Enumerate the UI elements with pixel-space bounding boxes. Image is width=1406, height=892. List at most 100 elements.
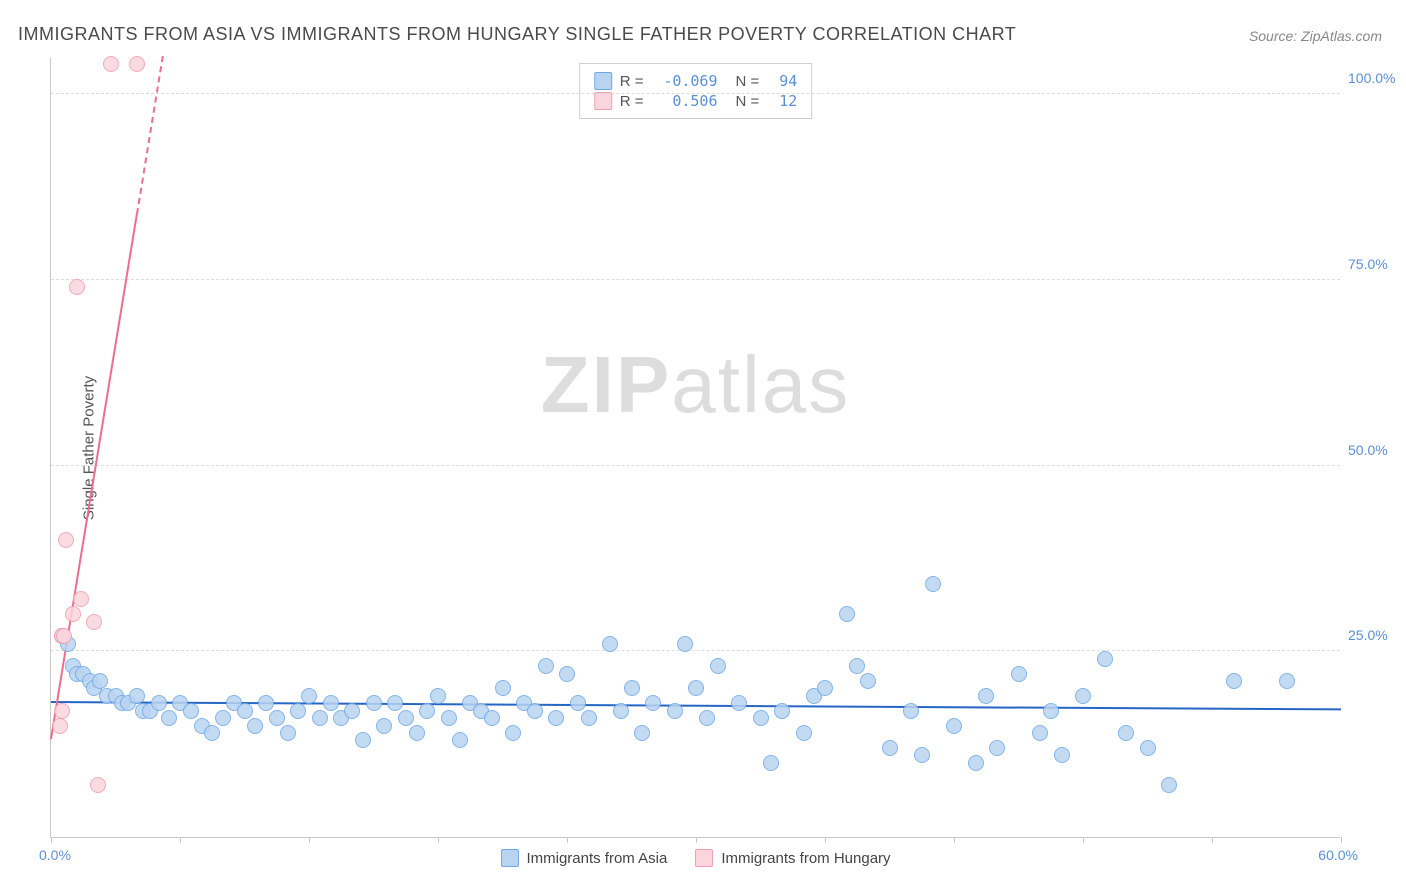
data-point [688, 680, 704, 696]
data-point [860, 673, 876, 689]
data-point [581, 710, 597, 726]
data-point [989, 740, 1005, 756]
data-point [602, 636, 618, 652]
data-point [925, 576, 941, 592]
data-point [54, 703, 70, 719]
x-tick [1083, 837, 1084, 843]
legend-n-value: 12 [767, 92, 797, 110]
x-tick [1212, 837, 1213, 843]
trend-line [50, 214, 138, 740]
data-point [344, 703, 360, 719]
legend-series-name: Immigrants from Asia [526, 850, 667, 867]
data-point [69, 279, 85, 295]
data-point [645, 695, 661, 711]
watermark-rest: atlas [671, 340, 850, 429]
data-point [129, 688, 145, 704]
data-point [237, 703, 253, 719]
data-point [312, 710, 328, 726]
gridline-h [51, 465, 1340, 466]
data-point [301, 688, 317, 704]
data-point [1043, 703, 1059, 719]
legend-swatch [500, 849, 518, 867]
legend-r-value: 0.506 [652, 92, 718, 110]
x-tick [309, 837, 310, 843]
x-tick [696, 837, 697, 843]
x-tick [567, 837, 568, 843]
data-point [452, 732, 468, 748]
legend-r-value: -0.069 [652, 72, 718, 90]
data-point [161, 710, 177, 726]
legend-row: R =0.506N =12 [594, 92, 798, 110]
data-point [269, 710, 285, 726]
chart-title: IMMIGRANTS FROM ASIA VS IMMIGRANTS FROM … [18, 24, 1016, 45]
data-point [882, 740, 898, 756]
source-attribution: Source: ZipAtlas.com [1249, 28, 1382, 44]
legend-swatch [594, 72, 612, 90]
data-point [1226, 673, 1242, 689]
data-point [731, 695, 747, 711]
data-point [484, 710, 500, 726]
y-tick-label: 75.0% [1348, 256, 1398, 272]
legend-row: R =-0.069N =94 [594, 72, 798, 90]
data-point [495, 680, 511, 696]
data-point [387, 695, 403, 711]
data-point [129, 56, 145, 72]
data-point [624, 680, 640, 696]
gridline-h [51, 93, 1340, 94]
data-point [1097, 651, 1113, 667]
data-point [914, 747, 930, 763]
data-point [430, 688, 446, 704]
data-point [86, 614, 102, 630]
data-point [183, 703, 199, 719]
legend-n-value: 94 [767, 72, 797, 90]
data-point [527, 703, 543, 719]
data-point [398, 710, 414, 726]
x-axis-min-label: 0.0% [39, 847, 71, 863]
legend-swatch [594, 92, 612, 110]
legend-swatch [695, 849, 713, 867]
data-point [978, 688, 994, 704]
data-point [570, 695, 586, 711]
x-tick [438, 837, 439, 843]
data-point [1279, 673, 1295, 689]
data-point [505, 725, 521, 741]
data-point [968, 755, 984, 771]
data-point [903, 703, 919, 719]
data-point [677, 636, 693, 652]
x-tick [180, 837, 181, 843]
data-point [538, 658, 554, 674]
data-point [366, 695, 382, 711]
data-point [58, 532, 74, 548]
data-point [667, 703, 683, 719]
data-point [1075, 688, 1091, 704]
legend-n-label: N = [736, 93, 760, 110]
data-point [441, 710, 457, 726]
data-point [849, 658, 865, 674]
data-point [204, 725, 220, 741]
data-point [1032, 725, 1048, 741]
data-point [90, 777, 106, 793]
data-point [65, 606, 81, 622]
data-point [548, 710, 564, 726]
data-point [247, 718, 263, 734]
plot-area: ZIPatlas Single Father Poverty 0.0% 60.0… [50, 58, 1340, 838]
x-tick [51, 837, 52, 843]
x-tick [825, 837, 826, 843]
correlation-legend: R =-0.069N =94R =0.506N =12 [579, 63, 813, 119]
series-legend: Immigrants from Asia Immigrants from Hung… [500, 849, 890, 867]
chart-container: IMMIGRANTS FROM ASIA VS IMMIGRANTS FROM … [0, 0, 1406, 892]
legend-r-label: R = [620, 73, 644, 90]
data-point [103, 56, 119, 72]
data-point [753, 710, 769, 726]
data-point [323, 695, 339, 711]
data-point [151, 695, 167, 711]
data-point [634, 725, 650, 741]
watermark-bold: ZIP [541, 340, 671, 429]
data-point [946, 718, 962, 734]
data-point [355, 732, 371, 748]
data-point [73, 591, 89, 607]
data-point [92, 673, 108, 689]
legend-item: Immigrants from Hungary [695, 849, 890, 867]
legend-series-name: Immigrants from Hungary [721, 850, 890, 867]
data-point [52, 718, 68, 734]
